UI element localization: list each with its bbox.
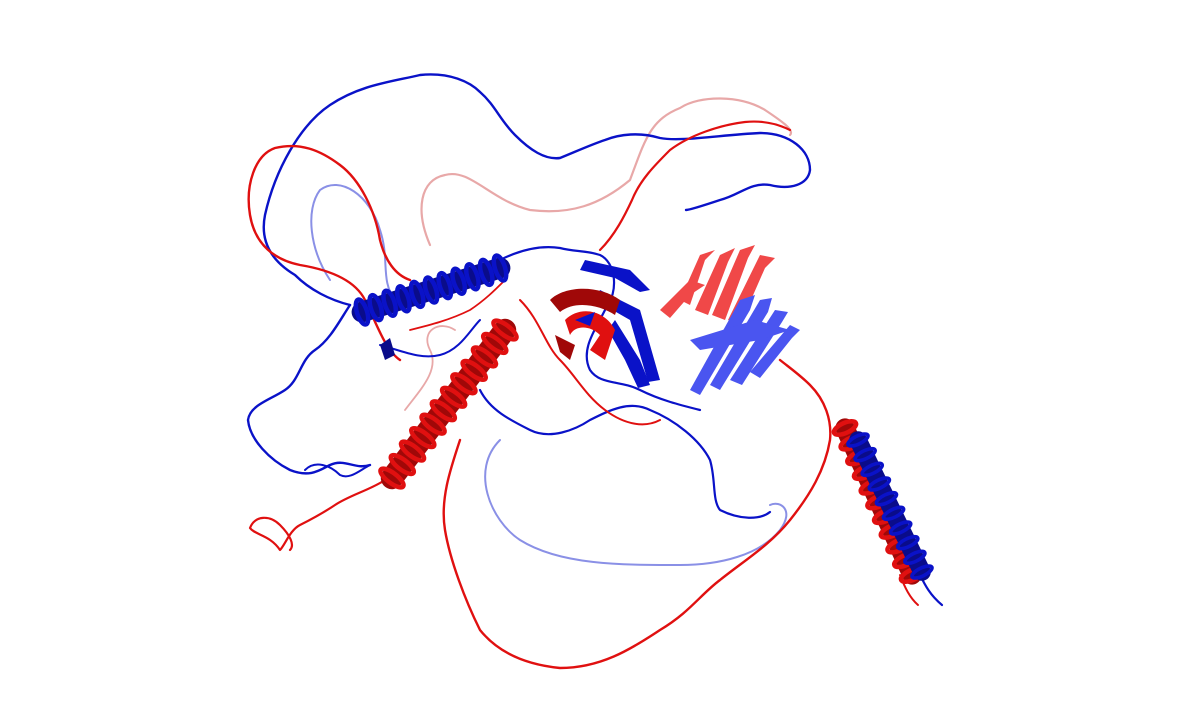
- red-coil-lower-big-loop: [442, 358, 832, 670]
- red-helix-left-diagonal-turn: [429, 399, 458, 423]
- blue-helix-right-turn: [867, 476, 892, 492]
- blue-helix-right-core: [849, 431, 931, 581]
- red-helix-left-diagonal-turn: [409, 426, 437, 450]
- blue-coil-left-small: [304, 463, 371, 478]
- red-strand-3: [712, 245, 755, 320]
- red-strand-2: [695, 248, 735, 315]
- blue-helix-upper-left-turn: [381, 288, 399, 318]
- blue-helix-upper-left-turn: [353, 297, 371, 327]
- red-strand-7: [565, 311, 615, 360]
- blue-helix-upper-left-turn: [367, 292, 385, 323]
- red-coil-left-wrap: [247, 144, 412, 362]
- beta-sheet-domain: [380, 245, 800, 395]
- blue-helix-right-turn: [881, 505, 906, 522]
- blue-helix-right-turn: [874, 490, 899, 507]
- blue-helix-upper-left-turn: [436, 270, 454, 301]
- blue-coil-left-wrap: [246, 303, 372, 475]
- red-coil-left-inner: [409, 279, 506, 331]
- faded-blue-loop-left: [310, 184, 396, 301]
- red-helix-left-diagonal-turn: [480, 331, 509, 356]
- blue-helix-upper-left-turn: [463, 262, 481, 292]
- blue-coil-lower-center: [478, 388, 772, 519]
- red-helix-left-diagonal-turn: [419, 412, 447, 436]
- blue-strand-8: [608, 320, 650, 388]
- blue-helix-right-turn: [895, 534, 920, 551]
- helix-layer: [351, 253, 934, 585]
- red-coil-bottom-left-tangle: [248, 478, 387, 552]
- red-helix-left-diagonal-turn: [398, 439, 427, 463]
- chain-b-coils: [247, 120, 919, 670]
- blue-strand-small: [380, 338, 395, 360]
- chain-a-coils: [246, 73, 944, 607]
- blue-strand-6: [580, 260, 650, 292]
- blue-strand-5: [690, 320, 790, 350]
- blue-strand-small-2: [575, 312, 595, 326]
- red-strand-6: [550, 288, 620, 315]
- red-helix-left-diagonal-turn: [450, 372, 478, 396]
- blue-strand-4: [750, 325, 800, 378]
- red-helix-left-diagonal-turn: [470, 345, 499, 369]
- red-strand-8: [555, 335, 575, 360]
- red-strand-5: [660, 280, 705, 318]
- red-helix-left-diagonal-turn: [491, 318, 519, 342]
- blue-helix-upper-left: [351, 253, 511, 327]
- red-coil-center: [519, 299, 661, 426]
- faded-red-wisp: [404, 325, 456, 411]
- blue-helix-upper-left-turn: [408, 279, 426, 310]
- red-coil-top-right: [598, 120, 792, 252]
- faded-blue-loop-bottom: [484, 439, 788, 566]
- blue-helix-upper-left-turn: [394, 284, 412, 314]
- blue-helix-right-turn: [846, 432, 870, 448]
- blue-helix-right-turn: [860, 461, 885, 478]
- blue-helix-right-turn: [853, 446, 877, 463]
- red-helix-left-diagonal-turn: [460, 358, 488, 382]
- blue-helix-right-turn: [910, 564, 934, 580]
- blue-helix-upper-left-turn: [450, 266, 468, 296]
- faded-coils: [310, 97, 793, 566]
- blue-helix-right: [846, 431, 934, 581]
- blue-coil-top-arc: [262, 73, 812, 307]
- faded-red-loop-top: [420, 97, 793, 247]
- red-helix-right-turn: [831, 419, 859, 437]
- red-helix-left-diagonal-turn: [378, 466, 406, 490]
- blue-strand-7: [595, 290, 660, 382]
- blue-coil-center: [498, 246, 702, 412]
- red-helix-left-diagonal-turn: [388, 452, 417, 477]
- blue-helix-upper-left-turn: [491, 253, 509, 283]
- blue-helix-upper-left-turn: [422, 275, 440, 305]
- blue-helix-right-turn: [888, 520, 913, 536]
- red-helix-left-diagonal: [378, 318, 519, 490]
- red-helix-left-diagonal-turn: [439, 385, 468, 409]
- blue-helix-upper-left-turn: [477, 257, 495, 288]
- blue-coil-left-inner: [379, 319, 481, 358]
- blue-helix-right-turn: [903, 549, 927, 566]
